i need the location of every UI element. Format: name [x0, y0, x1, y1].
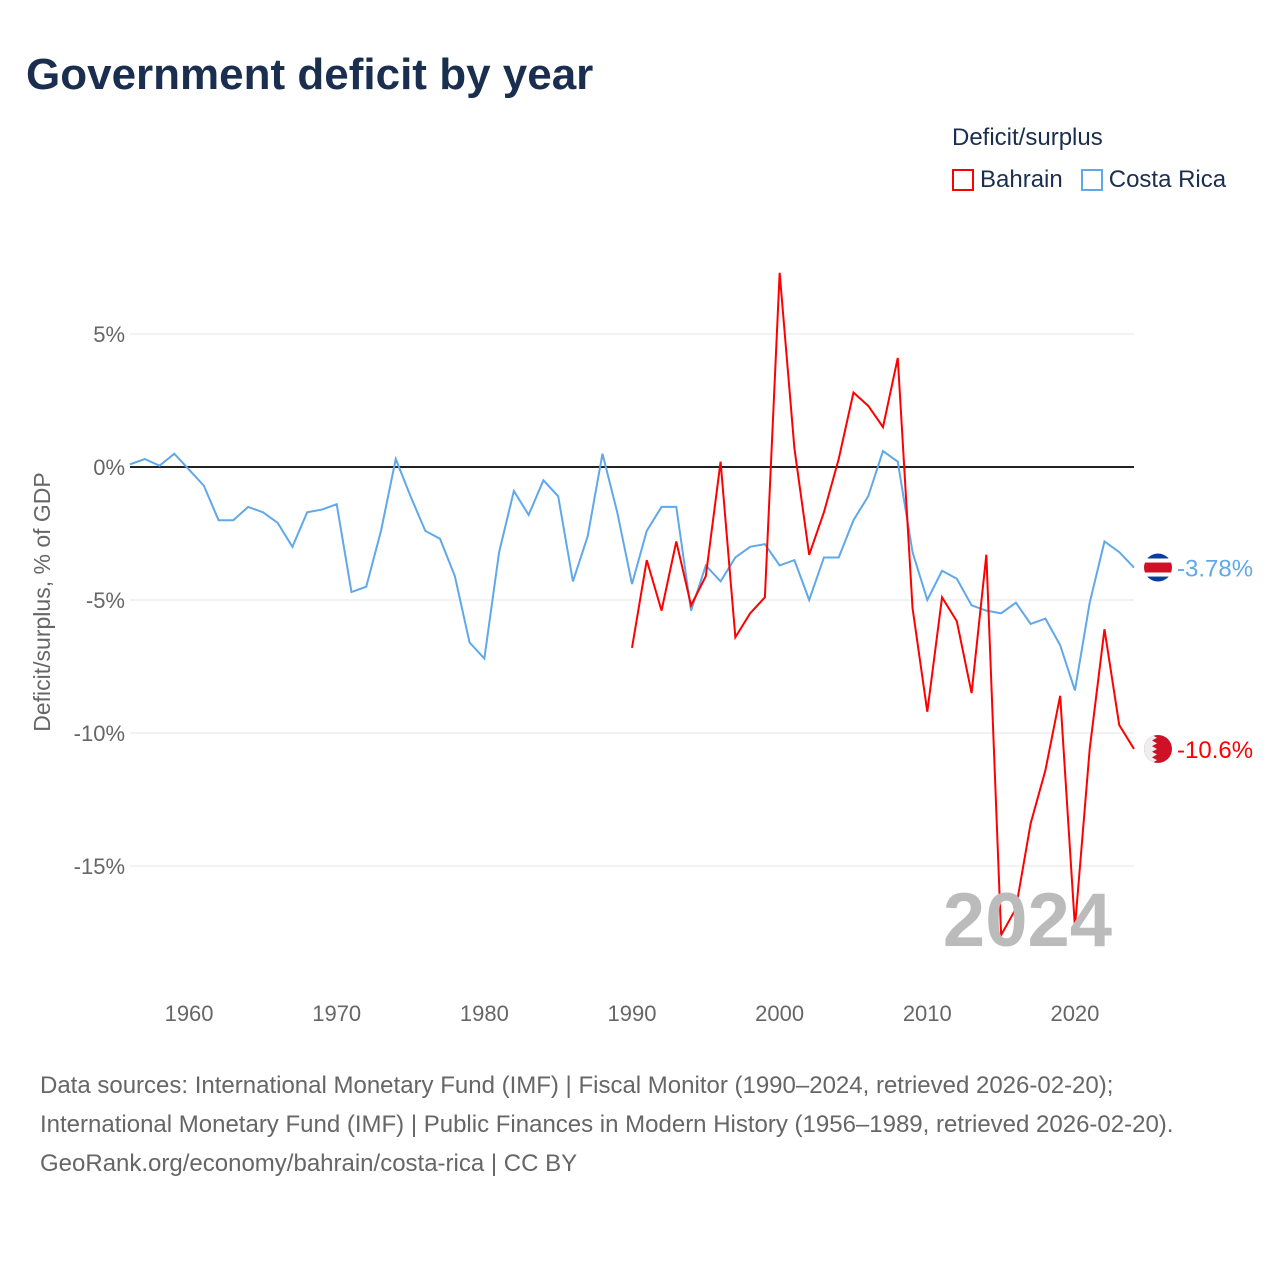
plot-area: Deficit/surplus, % of GDP 5% 0% -5% -10% -15… — [29, 272, 1253, 1026]
series-line-costa-rica[interactable] — [129, 449, 1135, 691]
y-axis-label: Deficit/surplus, % of GDP — [29, 472, 55, 731]
end-value-label: -3.78% — [1177, 556, 1253, 583]
x-tick-label: 1960 — [165, 1001, 214, 1026]
legend-item-costa-rica[interactable]: Costa Rica — [1080, 166, 1227, 194]
y-tick-label: 0% — [93, 455, 125, 480]
x-tick-label: 1990 — [608, 1001, 657, 1026]
y-tick-label: -15% — [74, 854, 125, 879]
bahrain-flag-icon — [1144, 734, 1172, 763]
x-tick-label: 1980 — [460, 1001, 509, 1026]
footer: Data sources: International Monetary Fun… — [40, 1066, 1240, 1183]
y-tick-label: -5% — [86, 588, 125, 613]
x-tick-label: 2020 — [1050, 1001, 1099, 1026]
legend-swatch-bahrain — [952, 169, 974, 191]
series-line-bahrain[interactable] — [631, 272, 1135, 939]
legend: Bahrain Costa Rica — [952, 166, 1226, 194]
end-value-label: -10.6% — [1177, 737, 1253, 764]
legend-swatch-costa-rica — [1080, 169, 1103, 191]
legend-label: Costa Rica — [1108, 166, 1227, 193]
y-tick-label: -10% — [74, 721, 125, 746]
credit-link[interactable]: GeoRank.org/economy/bahrain/costa-rica |… — [40, 1150, 578, 1177]
x-tick-label: 2010 — [903, 1001, 952, 1026]
x-tick-label: 1970 — [312, 1001, 361, 1026]
costa-rica-flag-icon — [1144, 553, 1172, 582]
data-sources: Data sources: International Monetary Fun… — [40, 1072, 1174, 1138]
chart-title: Government deficit by year — [26, 50, 594, 99]
legend-title: Deficit/surplus — [952, 124, 1103, 151]
legend-label: Bahrain — [980, 166, 1063, 193]
y-tick-label: 5% — [93, 322, 125, 347]
x-tick-label: 2000 — [755, 1001, 804, 1026]
legend-item-bahrain[interactable]: Bahrain — [952, 166, 1063, 194]
year-watermark: 2024 — [943, 878, 1112, 963]
